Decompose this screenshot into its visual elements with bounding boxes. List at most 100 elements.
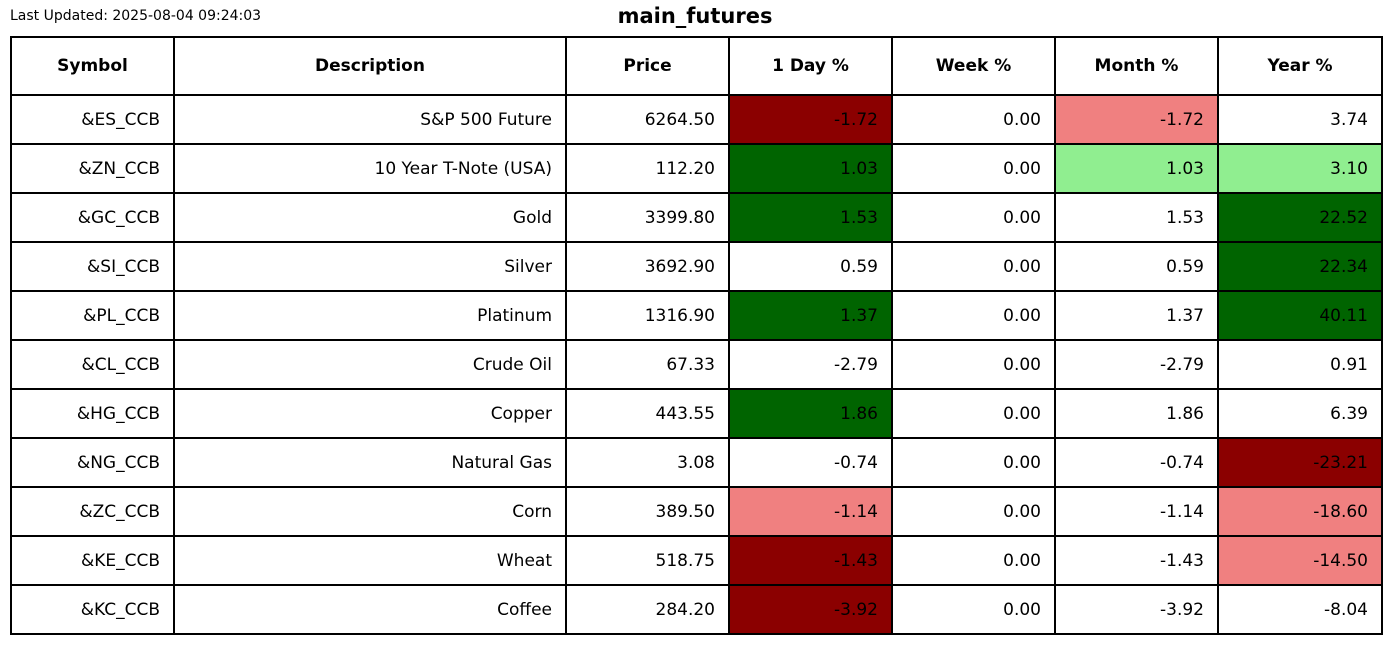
year-pct-cell: 0.91: [1217, 339, 1383, 390]
week-pct-cell: 0.00: [891, 339, 1056, 390]
last-updated-label: Last Updated: 2025-08-04 09:24:03: [10, 8, 262, 24]
price-cell: 1316.90: [565, 290, 730, 341]
year-pct-cell: 3.10: [1217, 143, 1383, 194]
month-pct-cell: 1.03: [1054, 143, 1219, 194]
month-pct-cell: -1.14: [1054, 486, 1219, 537]
day-pct-cell: 1.86: [728, 388, 893, 439]
symbol-cell: &NG_CCB: [10, 437, 175, 488]
month-pct-cell: -3.92: [1054, 584, 1219, 635]
year-pct-cell: -8.04: [1217, 584, 1383, 635]
week-pct-cell: 0.00: [891, 486, 1056, 537]
column-header-price: Price: [565, 36, 730, 96]
table-row: &GC_CCB Gold 3399.80 1.53 0.00 1.53 22.5…: [10, 192, 1383, 243]
column-header-day-pct: 1 Day %: [728, 36, 893, 96]
description-cell: Copper: [173, 388, 567, 439]
symbol-cell: &CL_CCB: [10, 339, 175, 390]
price-cell: 3399.80: [565, 192, 730, 243]
description-cell: Gold: [173, 192, 567, 243]
symbol-cell: &ZC_CCB: [10, 486, 175, 537]
month-pct-cell: -0.74: [1054, 437, 1219, 488]
week-pct-cell: 0.00: [891, 584, 1056, 635]
week-pct-cell: 0.00: [891, 388, 1056, 439]
price-cell: 112.20: [565, 143, 730, 194]
table-row: &KC_CCB Coffee 284.20 -3.92 0.00 -3.92 -…: [10, 584, 1383, 635]
year-pct-cell: 22.34: [1217, 241, 1383, 292]
year-pct-cell: 22.52: [1217, 192, 1383, 243]
day-pct-cell: -1.72: [728, 94, 893, 145]
month-pct-cell: 1.37: [1054, 290, 1219, 341]
table-row: &HG_CCB Copper 443.55 1.86 0.00 1.86 6.3…: [10, 388, 1383, 439]
table-row: &NG_CCB Natural Gas 3.08 -0.74 0.00 -0.7…: [10, 437, 1383, 488]
day-pct-cell: 0.59: [728, 241, 893, 292]
description-cell: Platinum: [173, 290, 567, 341]
symbol-cell: &ES_CCB: [10, 94, 175, 145]
day-pct-cell: 1.53: [728, 192, 893, 243]
day-pct-cell: 1.37: [728, 290, 893, 341]
day-pct-cell: -3.92: [728, 584, 893, 635]
description-cell: Wheat: [173, 535, 567, 586]
table-row: &ES_CCB S&P 500 Future 6264.50 -1.72 0.0…: [10, 94, 1383, 145]
day-pct-cell: -1.43: [728, 535, 893, 586]
price-cell: 3.08: [565, 437, 730, 488]
year-pct-cell: 40.11: [1217, 290, 1383, 341]
year-pct-cell: 3.74: [1217, 94, 1383, 145]
column-header-description: Description: [173, 36, 567, 96]
month-pct-cell: -2.79: [1054, 339, 1219, 390]
year-pct-cell: -14.50: [1217, 535, 1383, 586]
futures-table-body: &ES_CCB S&P 500 Future 6264.50 -1.72 0.0…: [10, 94, 1383, 635]
month-pct-cell: -1.72: [1054, 94, 1219, 145]
price-cell: 67.33: [565, 339, 730, 390]
table-row: &SI_CCB Silver 3692.90 0.59 0.00 0.59 22…: [10, 241, 1383, 292]
table-row: &PL_CCB Platinum 1316.90 1.37 0.00 1.37 …: [10, 290, 1383, 341]
column-header-month-pct: Month %: [1054, 36, 1219, 96]
week-pct-cell: 0.00: [891, 192, 1056, 243]
price-cell: 6264.50: [565, 94, 730, 145]
description-cell: Crude Oil: [173, 339, 567, 390]
price-cell: 3692.90: [565, 241, 730, 292]
day-pct-cell: -1.14: [728, 486, 893, 537]
description-cell: Natural Gas: [173, 437, 567, 488]
month-pct-cell: 1.53: [1054, 192, 1219, 243]
description-cell: S&P 500 Future: [173, 94, 567, 145]
day-pct-cell: 1.03: [728, 143, 893, 194]
futures-table-header: Symbol Description Price 1 Day % Week % …: [10, 36, 1383, 96]
month-pct-cell: 0.59: [1054, 241, 1219, 292]
header-row: Symbol Description Price 1 Day % Week % …: [10, 36, 1383, 96]
description-cell: Silver: [173, 241, 567, 292]
description-cell: 10 Year T-Note (USA): [173, 143, 567, 194]
table-row: &ZN_CCB 10 Year T-Note (USA) 112.20 1.03…: [10, 143, 1383, 194]
price-cell: 284.20: [565, 584, 730, 635]
page-title: main_futures: [617, 4, 773, 28]
symbol-cell: &PL_CCB: [10, 290, 175, 341]
month-pct-cell: -1.43: [1054, 535, 1219, 586]
futures-table: Symbol Description Price 1 Day % Week % …: [10, 36, 1383, 635]
table-row: &ZC_CCB Corn 389.50 -1.14 0.00 -1.14 -18…: [10, 486, 1383, 537]
week-pct-cell: 0.00: [891, 241, 1056, 292]
price-cell: 443.55: [565, 388, 730, 439]
year-pct-cell: -18.60: [1217, 486, 1383, 537]
symbol-cell: &HG_CCB: [10, 388, 175, 439]
week-pct-cell: 0.00: [891, 535, 1056, 586]
column-header-symbol: Symbol: [10, 36, 175, 96]
day-pct-cell: -2.79: [728, 339, 893, 390]
table-row: &CL_CCB Crude Oil 67.33 -2.79 0.00 -2.79…: [10, 339, 1383, 390]
week-pct-cell: 0.00: [891, 143, 1056, 194]
table-row: &KE_CCB Wheat 518.75 -1.43 0.00 -1.43 -1…: [10, 535, 1383, 586]
symbol-cell: &SI_CCB: [10, 241, 175, 292]
column-header-year-pct: Year %: [1217, 36, 1383, 96]
symbol-cell: &KE_CCB: [10, 535, 175, 586]
week-pct-cell: 0.00: [891, 437, 1056, 488]
symbol-cell: &ZN_CCB: [10, 143, 175, 194]
week-pct-cell: 0.00: [891, 290, 1056, 341]
symbol-cell: &KC_CCB: [10, 584, 175, 635]
year-pct-cell: -23.21: [1217, 437, 1383, 488]
price-cell: 518.75: [565, 535, 730, 586]
column-header-week-pct: Week %: [891, 36, 1056, 96]
price-cell: 389.50: [565, 486, 730, 537]
day-pct-cell: -0.74: [728, 437, 893, 488]
week-pct-cell: 0.00: [891, 94, 1056, 145]
description-cell: Corn: [173, 486, 567, 537]
symbol-cell: &GC_CCB: [10, 192, 175, 243]
description-cell: Coffee: [173, 584, 567, 635]
